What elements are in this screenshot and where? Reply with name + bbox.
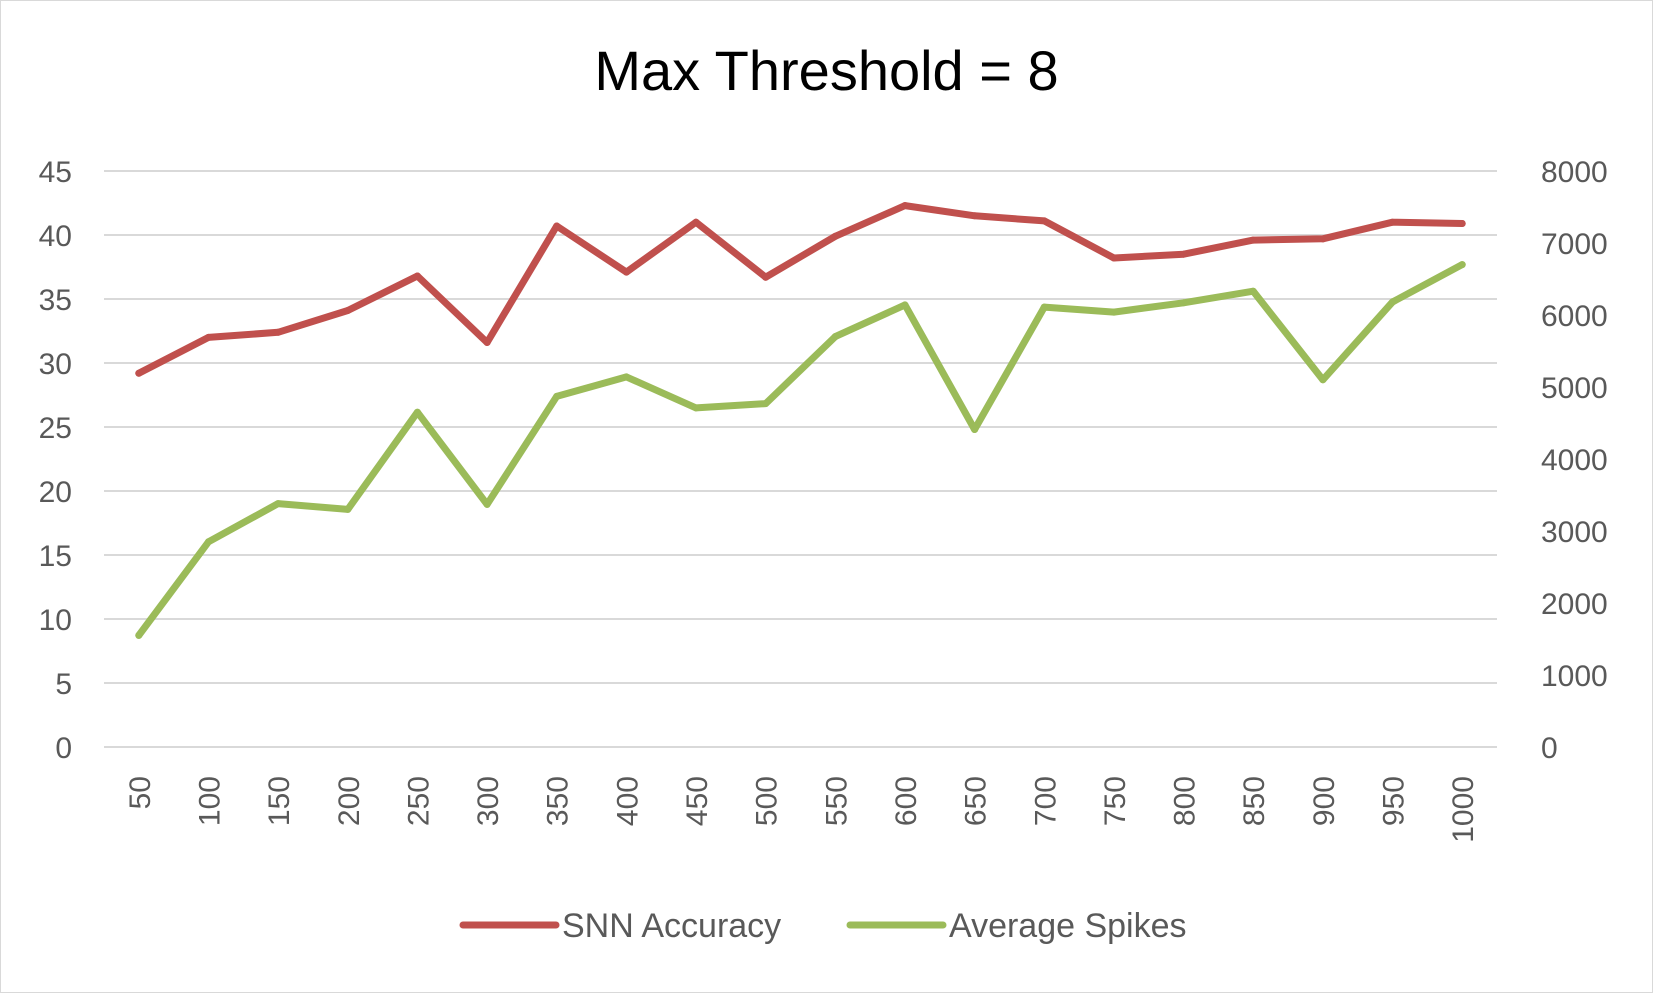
x-tick-label: 400	[611, 776, 644, 826]
data-point-snn-accuracy	[831, 232, 839, 240]
data-point-snn-accuracy	[204, 333, 212, 341]
x-tick-label: 500	[751, 776, 784, 826]
y-right-tick-label: 4000	[1541, 444, 1608, 477]
data-point-average-spikes	[1389, 298, 1397, 306]
data-point-average-spikes	[692, 404, 700, 412]
data-point-average-spikes	[1458, 261, 1466, 269]
data-point-average-spikes	[1040, 303, 1048, 311]
y-left-tick-label: 25	[39, 412, 72, 445]
data-point-snn-accuracy	[483, 339, 491, 347]
x-tick-label: 650	[960, 776, 993, 826]
x-tick-label: 850	[1238, 776, 1271, 826]
x-tick-label: 300	[472, 776, 505, 826]
data-point-average-spikes	[762, 400, 770, 408]
data-point-snn-accuracy	[553, 222, 561, 230]
x-tick-label: 100	[193, 776, 226, 826]
x-tick-label: 350	[542, 776, 575, 826]
y-right-tick-label: 5000	[1541, 372, 1608, 405]
data-point-snn-accuracy	[413, 272, 421, 280]
data-point-snn-accuracy	[901, 202, 909, 210]
data-point-snn-accuracy	[762, 273, 770, 281]
data-point-snn-accuracy	[622, 268, 630, 276]
data-point-snn-accuracy	[135, 369, 143, 377]
x-tick-label: 600	[890, 776, 923, 826]
data-point-snn-accuracy	[274, 328, 282, 336]
x-tick-label: 950	[1378, 776, 1411, 826]
y-right-tick-label: 0	[1541, 732, 1558, 765]
series-line-snn-accuracy	[135, 202, 1466, 377]
data-point-average-spikes	[971, 425, 979, 433]
y-right-tick-label: 2000	[1541, 588, 1608, 621]
y-left-tick-label: 15	[39, 540, 72, 573]
x-tick-label: 150	[263, 776, 296, 826]
y-right-tick-label: 3000	[1541, 516, 1608, 549]
x-tick-label: 800	[1169, 776, 1202, 826]
data-point-average-spikes	[1319, 376, 1327, 384]
data-point-snn-accuracy	[1389, 218, 1397, 226]
legend-label-snn-accuracy: SNN Accuracy	[562, 907, 781, 945]
x-tick-label: 450	[681, 776, 714, 826]
data-point-snn-accuracy	[1040, 217, 1048, 225]
y-left-tick-label: 0	[55, 732, 72, 765]
x-tick-label: 900	[1308, 776, 1341, 826]
y-left-tick-label: 30	[39, 348, 72, 381]
data-point-average-spikes	[413, 408, 421, 416]
y-left-tick-label: 5	[55, 668, 72, 701]
data-point-average-spikes	[344, 505, 352, 513]
data-point-snn-accuracy	[1319, 235, 1327, 243]
x-tick-label: 200	[333, 776, 366, 826]
data-point-average-spikes	[553, 392, 561, 400]
data-point-snn-accuracy	[1458, 219, 1466, 227]
y-left-tick-label: 45	[39, 156, 72, 189]
y-right-tick-label: 6000	[1541, 300, 1608, 333]
legend-label-average-spikes: Average Spikes	[949, 907, 1187, 945]
data-point-average-spikes	[622, 373, 630, 381]
y-left-tick-label: 10	[39, 604, 72, 637]
series-line-average-spikes	[135, 261, 1466, 639]
data-point-average-spikes	[1249, 287, 1257, 295]
data-point-snn-accuracy	[1249, 236, 1257, 244]
y-right-tick-label: 1000	[1541, 660, 1608, 693]
x-tick-label: 550	[820, 776, 853, 826]
data-point-average-spikes	[1180, 299, 1188, 307]
data-point-average-spikes	[1110, 308, 1118, 316]
x-tick-label: 50	[124, 776, 157, 809]
y-left-tick-label: 35	[39, 284, 72, 317]
y-right-tick-label: 7000	[1541, 228, 1608, 261]
data-point-snn-accuracy	[1110, 254, 1118, 262]
x-tick-label: 1000	[1447, 776, 1480, 843]
data-point-snn-accuracy	[344, 307, 352, 315]
data-point-average-spikes	[135, 631, 143, 639]
data-point-snn-accuracy	[1180, 250, 1188, 258]
x-tick-label: 750	[1099, 776, 1132, 826]
data-point-average-spikes	[483, 500, 491, 508]
data-point-average-spikes	[831, 333, 839, 341]
y-left-tick-label: 20	[39, 476, 72, 509]
y-right-tick-label: 8000	[1541, 156, 1608, 189]
x-tick-label: 250	[402, 776, 435, 826]
data-point-snn-accuracy	[692, 218, 700, 226]
y-left-tick-label: 40	[39, 220, 72, 253]
x-tick-label: 700	[1029, 776, 1062, 826]
chart-title: Max Threshold = 8	[594, 39, 1059, 102]
data-point-average-spikes	[274, 500, 282, 508]
data-point-snn-accuracy	[971, 212, 979, 220]
data-point-average-spikes	[204, 538, 212, 546]
data-point-average-spikes	[901, 301, 909, 309]
